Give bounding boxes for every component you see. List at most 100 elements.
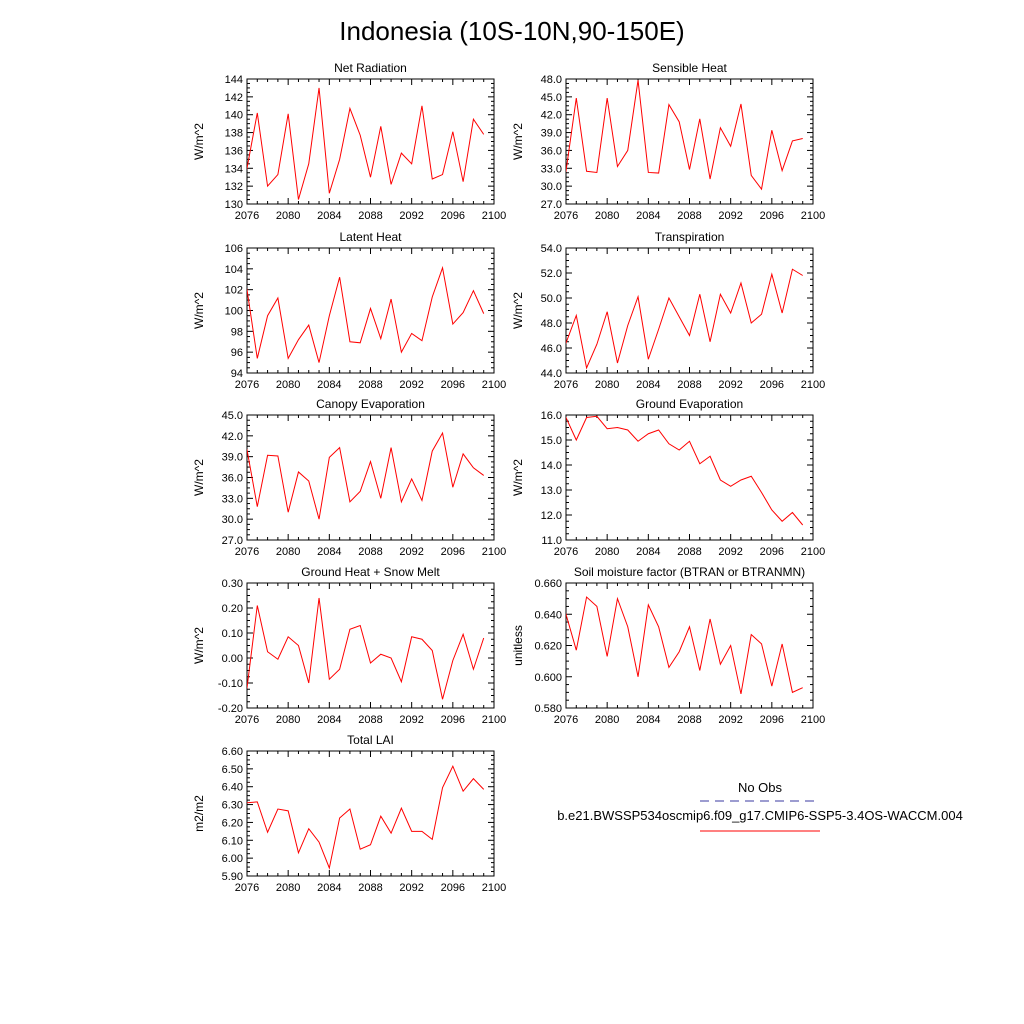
y-tick-label: 5.90 <box>222 871 243 883</box>
x-tick-label: 2084 <box>317 546 341 558</box>
x-tick-label: 2076 <box>554 714 578 726</box>
x-tick-label: 2096 <box>760 379 784 391</box>
y-tick-label: 6.20 <box>222 817 243 829</box>
y-tick-label: 134 <box>225 163 243 175</box>
series-line <box>247 431 485 520</box>
legend-model-label: b.e21.BWSSP534oscmip6.f09_g17.CMIP6-SSP5… <box>557 808 963 823</box>
y-tick-label: 42.0 <box>222 431 243 443</box>
y-tick-label: 16.0 <box>541 410 562 422</box>
plot-frame <box>565 78 814 205</box>
panel-title: Ground Evaporation <box>636 397 743 411</box>
y-tick-label: 0.20 <box>222 603 243 615</box>
figure-title: Indonesia (10S-10N,90-150E) <box>339 16 684 46</box>
panel-2: Sensible Heat W/m^2 27.0 30.0 33.0 36.0 39.0 42… <box>511 61 825 222</box>
y-tick-label: 13.0 <box>541 485 562 497</box>
series-line <box>247 764 485 870</box>
panel-title: Sensible Heat <box>652 61 727 75</box>
y-tick-label: 39.0 <box>541 128 562 140</box>
plot-frame <box>565 582 814 709</box>
x-tick-label: 2080 <box>276 210 300 222</box>
y-tick-label: 6.10 <box>222 835 243 847</box>
x-tick-label: 2076 <box>235 882 259 894</box>
x-tick-label: 2084 <box>317 714 341 726</box>
x-tick-label: 2088 <box>358 210 382 222</box>
plot-frame <box>565 247 814 374</box>
y-tick-label: 94 <box>231 368 243 380</box>
x-tick-label: 2084 <box>636 210 660 222</box>
series-line <box>247 265 485 363</box>
plot-frame <box>246 247 495 374</box>
y-tick-label: 30.0 <box>222 514 243 526</box>
y-tick-label: 142 <box>225 92 243 104</box>
x-tick-label: 2080 <box>595 546 619 558</box>
x-tick-label: 2076 <box>554 546 578 558</box>
y-tick-label: 27.0 <box>222 535 243 547</box>
x-tick-label: 2076 <box>554 210 578 222</box>
y-tick-label: 6.50 <box>222 764 243 776</box>
panel-title: Net Radiation <box>334 61 407 75</box>
y-tick-label: 100 <box>225 306 243 318</box>
y-axis-label: W/m^2 <box>192 459 206 496</box>
panel-5: Canopy Evaporation W/m^2 27.0 30.0 33.0 36.0 3… <box>192 397 506 558</box>
x-tick-label: 2100 <box>801 379 825 391</box>
y-tick-label: 0.600 <box>534 672 562 684</box>
y-tick-label: 132 <box>225 181 243 193</box>
plot-frame <box>565 414 814 541</box>
y-tick-label: 130 <box>225 199 243 211</box>
x-tick-label: 2096 <box>441 882 465 894</box>
y-tick-label: 0.30 <box>222 578 243 590</box>
y-tick-label: 6.60 <box>222 746 243 758</box>
y-tick-label: 11.0 <box>541 535 562 547</box>
x-tick-label: 2100 <box>801 210 825 222</box>
y-tick-label: 6.40 <box>222 782 243 794</box>
y-tick-label: 6.00 <box>222 853 243 865</box>
x-tick-label: 2092 <box>718 210 742 222</box>
y-tick-label: 45.0 <box>222 410 243 422</box>
x-tick-label: 2100 <box>482 714 506 726</box>
legend-obs-label: No Obs <box>738 780 783 795</box>
legend: No Obs b.e21.BWSSP534oscmip6.f09_g17.CMI… <box>557 780 963 832</box>
x-tick-label: 2096 <box>760 210 784 222</box>
y-tick-label: 144 <box>225 74 243 86</box>
y-tick-label: 136 <box>225 145 243 157</box>
x-tick-label: 2076 <box>235 546 259 558</box>
y-tick-label: -0.20 <box>218 703 243 715</box>
plot-frame <box>246 414 495 541</box>
y-axis-label: W/m^2 <box>192 627 206 664</box>
panel-1: Net Radiation W/m^2 130 132 134 136 138 140 142 1… <box>192 61 506 222</box>
x-tick-label: 2088 <box>358 882 382 894</box>
x-tick-label: 2084 <box>317 882 341 894</box>
x-tick-label: 2092 <box>399 210 423 222</box>
y-axis-label: W/m^2 <box>511 459 525 496</box>
x-tick-label: 2080 <box>276 714 300 726</box>
y-tick-label: 102 <box>225 285 243 297</box>
series-line <box>566 80 803 191</box>
panel-title: Latent Heat <box>339 230 402 244</box>
y-tick-label: 0.620 <box>534 641 562 653</box>
x-tick-label: 2084 <box>317 379 341 391</box>
y-tick-label: 48.0 <box>541 318 562 330</box>
panel-title: Ground Heat + Snow Melt <box>301 565 440 579</box>
x-tick-label: 2084 <box>636 379 660 391</box>
x-tick-label: 2084 <box>317 210 341 222</box>
x-tick-label: 2076 <box>235 210 259 222</box>
x-tick-label: 2096 <box>441 210 465 222</box>
series-line <box>247 87 485 200</box>
y-tick-label: 12.0 <box>541 510 562 522</box>
x-tick-label: 2092 <box>718 546 742 558</box>
panel-title: Total LAI <box>347 733 394 747</box>
x-tick-label: 2076 <box>235 379 259 391</box>
x-tick-label: 2088 <box>358 546 382 558</box>
x-tick-label: 2100 <box>482 379 506 391</box>
x-tick-label: 2092 <box>399 546 423 558</box>
y-tick-label: 104 <box>225 264 243 276</box>
x-tick-label: 2092 <box>399 882 423 894</box>
x-tick-label: 2088 <box>677 546 701 558</box>
x-tick-label: 2096 <box>441 379 465 391</box>
y-tick-label: 96 <box>231 347 243 359</box>
y-tick-label: 39.0 <box>222 452 243 464</box>
x-tick-label: 2080 <box>595 210 619 222</box>
y-tick-label: 14.0 <box>541 460 562 472</box>
x-tick-label: 2088 <box>358 714 382 726</box>
